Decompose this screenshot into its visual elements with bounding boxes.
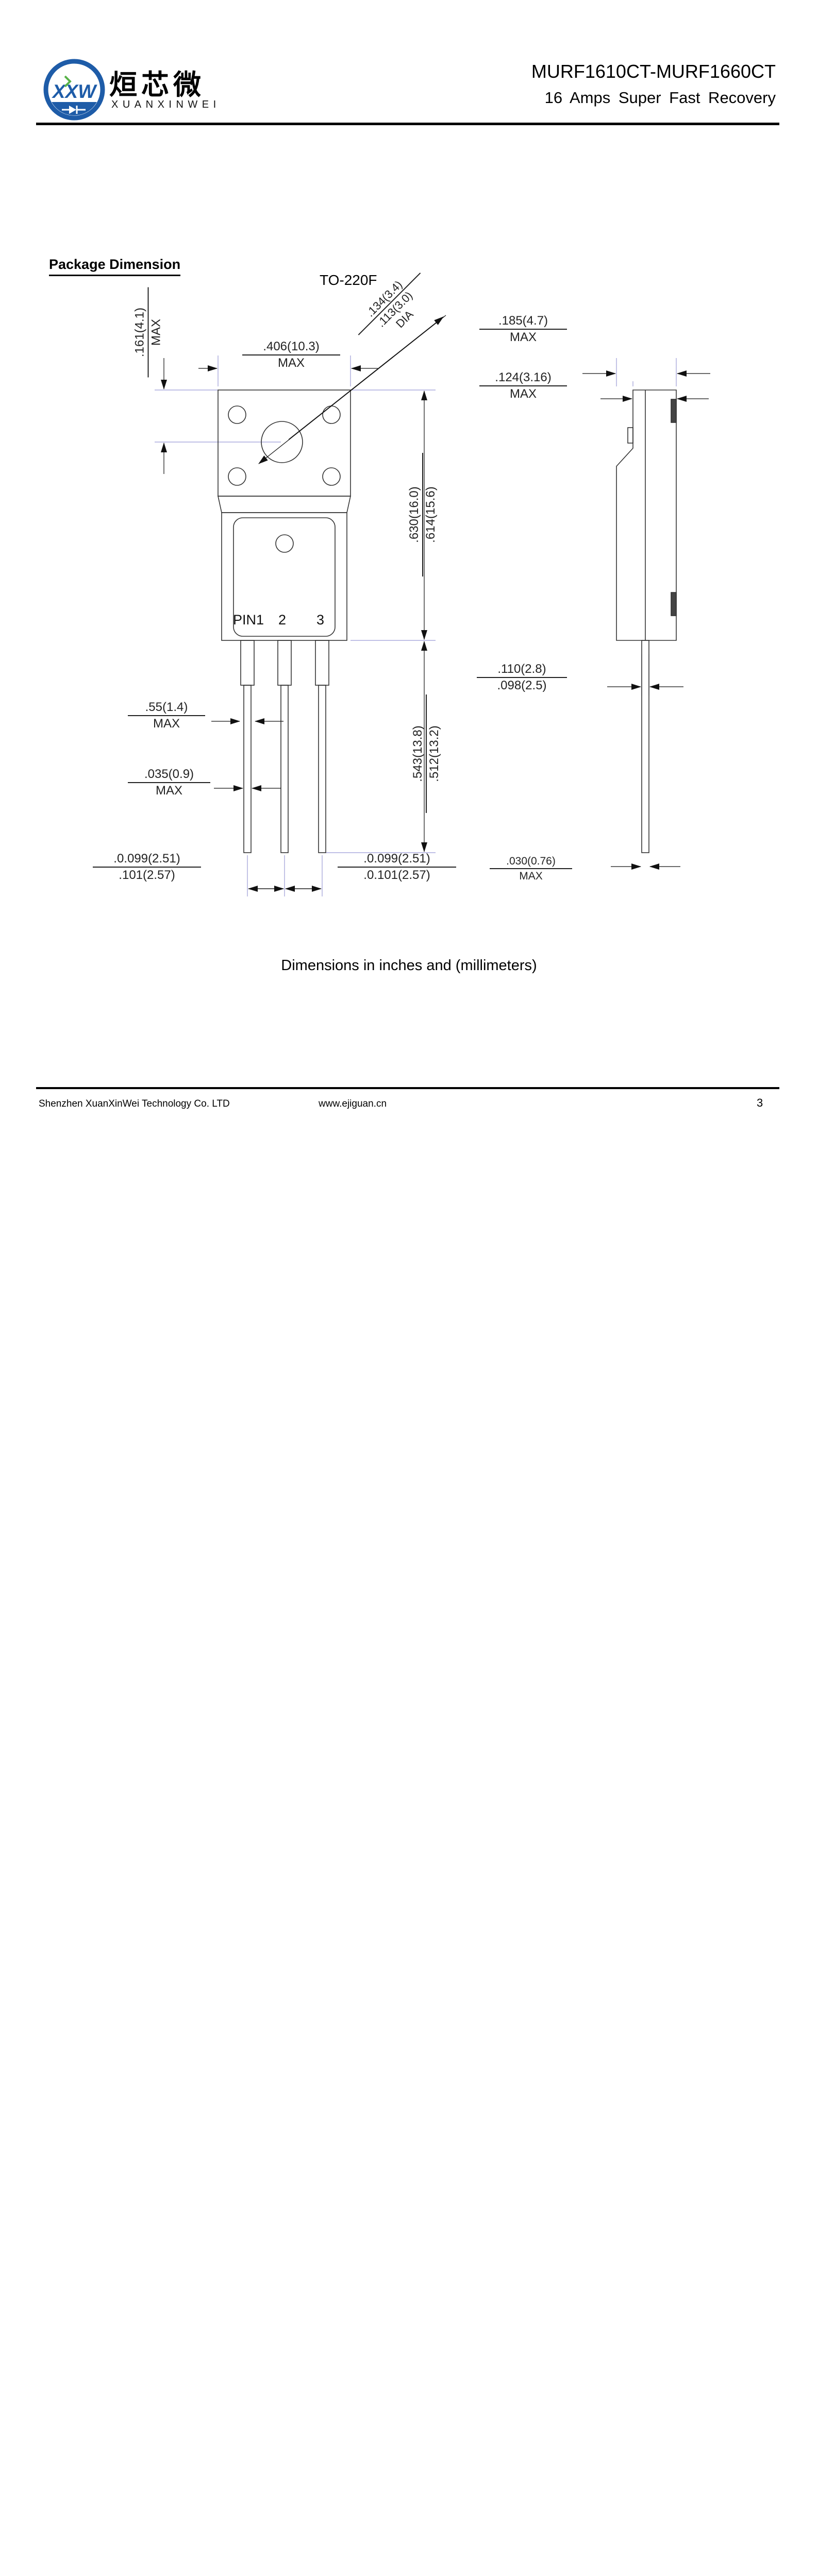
package-name: TO-220F [320,272,377,288]
dim-lead-width-narrow: .030(0.76) MAX [490,854,572,883]
package-dimension-heading: Package Dimension [49,257,181,276]
brand-name-cn: 烜芯微 [109,70,205,100]
dim-lead-thickness: .110(2.8) .098(2.5) [477,662,567,693]
dimension-lines [161,315,710,892]
footer-rule [36,1087,779,1089]
doc-title-line2: 16 Amps Super Fast Recovery [544,89,776,107]
side-view [616,389,677,853]
package-outline-drawing [155,315,710,896]
footer-website: www.ejiguan.cn [319,1098,387,1109]
dim-lead-length: .543(13.8) .512(13.2) [410,694,442,813]
dim-lead-width: .035(0.9) MAX [128,767,210,799]
footer-company: Shenzhen XuanXinWei Technology Co. LTD [39,1098,230,1109]
dim-depth-max: .185(4.7) MAX [479,313,567,345]
dim-lead-pitch-left: .0.099(2.51) .101(2.57) [93,851,201,883]
dim-lead-width-wide: .55(1.4) MAX [128,700,205,732]
dim-body-height: .630(16.0) .614(15.6) [407,453,439,577]
header-rule [36,123,779,125]
pin2-label: 2 [278,612,287,628]
pin1-label: PIN1 [233,612,264,628]
dim-body-thickness: .124(3.16) MAX [479,370,567,402]
svg-text:XXW: XXW [52,81,97,102]
page-3: XXW 烜芯微 XUANXINWEI MURF1610CT-MURF1660CT… [0,0,818,1157]
front-view [218,389,351,853]
company-logo-icon: XXW [43,59,105,121]
dim-lead-pitch-right: .0.099(2.51) .0.101(2.57) [338,851,456,883]
page-number: 3 [757,1096,763,1109]
doc-title-line1: MURF1610CT-MURF1660CT [531,61,776,82]
pin3-label: 3 [316,612,325,628]
dim-body-width: .406(10.3) MAX [242,339,340,371]
dim-tab-top-to-hole: .161(4.1) MAX [132,287,164,378]
brand-name-en: XUANXINWEI [111,99,221,110]
units-note: Dimensions in inches and (millimeters) [281,957,537,974]
